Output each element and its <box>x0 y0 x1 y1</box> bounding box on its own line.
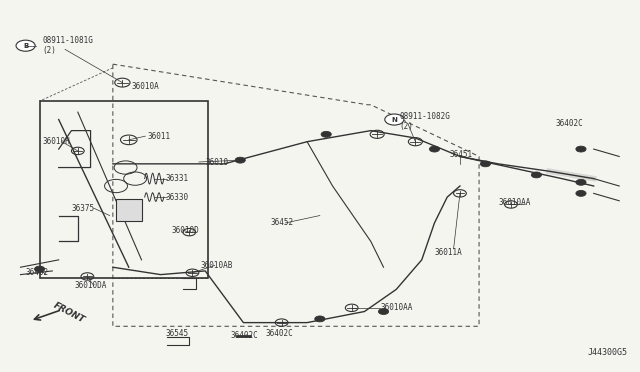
Text: J44300G5: J44300G5 <box>588 348 627 357</box>
Text: 36010A: 36010A <box>132 82 160 91</box>
Text: 36402C: 36402C <box>230 331 259 340</box>
Circle shape <box>576 146 586 152</box>
Circle shape <box>385 114 404 125</box>
Bar <box>40 101 209 278</box>
Text: FRONT: FRONT <box>52 301 87 325</box>
Text: 08911-1081G
(2): 08911-1081G (2) <box>43 36 93 55</box>
Text: N: N <box>392 116 397 122</box>
Circle shape <box>315 316 325 322</box>
Circle shape <box>235 157 245 163</box>
Circle shape <box>429 146 440 152</box>
Text: 36375: 36375 <box>72 203 95 213</box>
Text: B: B <box>23 43 28 49</box>
Text: 36011A: 36011A <box>435 248 462 257</box>
Circle shape <box>35 266 45 272</box>
Text: 36330: 36330 <box>166 193 189 202</box>
Text: 36010AB: 36010AB <box>201 261 233 270</box>
Text: 36011: 36011 <box>148 132 171 141</box>
Text: 08911-1082G
(2): 08911-1082G (2) <box>399 112 451 131</box>
Text: 36010D: 36010D <box>172 226 199 235</box>
Text: 36451: 36451 <box>449 150 472 159</box>
Circle shape <box>576 190 586 196</box>
Text: 36452: 36452 <box>270 218 293 227</box>
Text: 36402: 36402 <box>26 268 49 277</box>
Circle shape <box>321 131 332 137</box>
Text: 36010H: 36010H <box>43 137 70 146</box>
Text: 36402C: 36402C <box>266 329 294 338</box>
Text: 36010DA: 36010DA <box>75 281 107 290</box>
Text: 36010: 36010 <box>205 157 228 167</box>
Text: 36010AA: 36010AA <box>498 198 531 207</box>
Bar <box>116 199 141 221</box>
Text: 36402C: 36402C <box>556 119 583 128</box>
Circle shape <box>16 40 35 51</box>
Circle shape <box>378 309 388 314</box>
Text: 36010AA: 36010AA <box>380 303 413 312</box>
Text: 36545: 36545 <box>165 329 188 338</box>
Circle shape <box>481 161 490 167</box>
Circle shape <box>576 179 586 185</box>
Text: 36331: 36331 <box>166 174 189 183</box>
Circle shape <box>531 172 541 178</box>
